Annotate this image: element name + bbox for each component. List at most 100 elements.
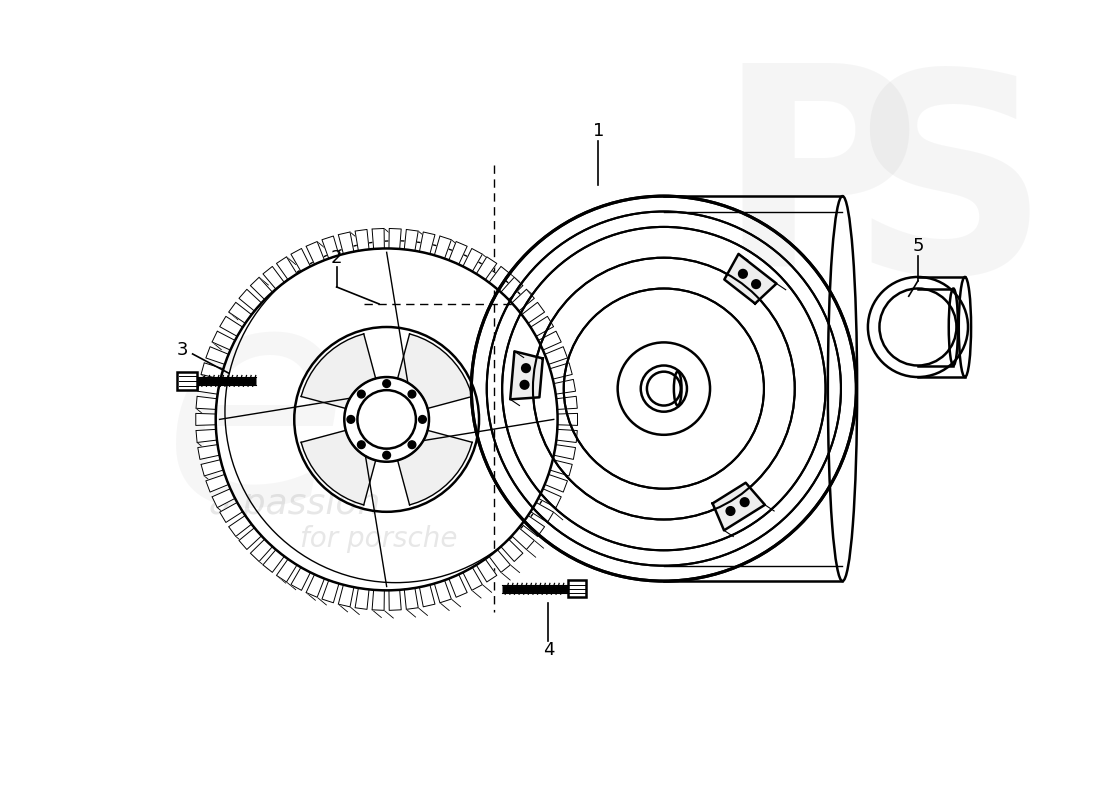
Polygon shape bbox=[512, 290, 535, 311]
Text: S: S bbox=[849, 61, 1048, 331]
Circle shape bbox=[520, 381, 529, 389]
Circle shape bbox=[739, 270, 747, 278]
Polygon shape bbox=[557, 430, 578, 442]
Polygon shape bbox=[553, 445, 575, 459]
Text: 5: 5 bbox=[912, 237, 924, 255]
Polygon shape bbox=[290, 567, 310, 590]
Polygon shape bbox=[229, 515, 252, 537]
Polygon shape bbox=[434, 580, 451, 602]
Polygon shape bbox=[263, 266, 284, 289]
Circle shape bbox=[726, 506, 735, 515]
Polygon shape bbox=[538, 489, 561, 508]
Polygon shape bbox=[389, 229, 402, 249]
Polygon shape bbox=[301, 334, 376, 409]
Text: e: e bbox=[162, 271, 350, 568]
Polygon shape bbox=[239, 528, 262, 550]
Polygon shape bbox=[544, 346, 568, 364]
Polygon shape bbox=[206, 474, 229, 492]
Polygon shape bbox=[251, 278, 273, 300]
Polygon shape bbox=[220, 502, 243, 522]
Polygon shape bbox=[550, 363, 572, 379]
Circle shape bbox=[346, 415, 354, 423]
Polygon shape bbox=[212, 489, 235, 508]
Circle shape bbox=[383, 451, 390, 459]
Polygon shape bbox=[206, 346, 229, 364]
Text: 2: 2 bbox=[331, 249, 342, 266]
Polygon shape bbox=[476, 257, 497, 280]
Polygon shape bbox=[201, 460, 223, 476]
Circle shape bbox=[503, 228, 825, 550]
Polygon shape bbox=[449, 574, 468, 598]
Polygon shape bbox=[201, 363, 223, 379]
Circle shape bbox=[358, 441, 365, 449]
Polygon shape bbox=[301, 430, 376, 505]
Polygon shape bbox=[521, 302, 544, 323]
Text: a passion: a passion bbox=[209, 487, 380, 521]
Polygon shape bbox=[389, 590, 402, 610]
Text: 4: 4 bbox=[542, 642, 554, 659]
Text: P: P bbox=[716, 54, 920, 323]
Polygon shape bbox=[724, 254, 777, 303]
Polygon shape bbox=[530, 316, 553, 336]
Polygon shape bbox=[263, 550, 284, 572]
Polygon shape bbox=[397, 334, 472, 409]
Circle shape bbox=[752, 280, 760, 288]
Circle shape bbox=[419, 415, 427, 423]
Polygon shape bbox=[229, 302, 252, 323]
Polygon shape bbox=[713, 482, 764, 530]
Polygon shape bbox=[512, 528, 535, 550]
Polygon shape bbox=[339, 585, 354, 607]
Polygon shape bbox=[405, 230, 418, 251]
Polygon shape bbox=[196, 396, 217, 410]
Polygon shape bbox=[553, 379, 575, 394]
Polygon shape bbox=[544, 474, 568, 492]
Circle shape bbox=[740, 498, 749, 506]
Polygon shape bbox=[276, 559, 297, 582]
Circle shape bbox=[408, 441, 416, 449]
Polygon shape bbox=[276, 257, 297, 280]
Polygon shape bbox=[500, 278, 522, 300]
Circle shape bbox=[358, 390, 365, 398]
Polygon shape bbox=[419, 232, 435, 254]
Polygon shape bbox=[405, 588, 418, 610]
Polygon shape bbox=[557, 396, 578, 410]
Polygon shape bbox=[198, 379, 220, 394]
Polygon shape bbox=[220, 316, 243, 336]
Polygon shape bbox=[306, 574, 324, 598]
Polygon shape bbox=[339, 232, 354, 254]
Polygon shape bbox=[212, 331, 235, 350]
Polygon shape bbox=[355, 230, 368, 251]
Circle shape bbox=[408, 390, 416, 398]
Polygon shape bbox=[251, 539, 273, 562]
Text: for porsche: for porsche bbox=[300, 525, 458, 553]
Polygon shape bbox=[449, 242, 468, 265]
Circle shape bbox=[383, 380, 390, 387]
Polygon shape bbox=[198, 445, 220, 459]
Polygon shape bbox=[372, 229, 384, 249]
Polygon shape bbox=[419, 585, 435, 607]
Text: since 1985: since 1985 bbox=[515, 434, 644, 458]
Polygon shape bbox=[510, 351, 542, 399]
Polygon shape bbox=[355, 588, 368, 610]
Polygon shape bbox=[239, 290, 262, 311]
Polygon shape bbox=[196, 430, 217, 442]
Polygon shape bbox=[463, 249, 483, 271]
Polygon shape bbox=[196, 414, 216, 426]
Polygon shape bbox=[322, 236, 339, 258]
Polygon shape bbox=[434, 236, 451, 258]
Circle shape bbox=[647, 372, 681, 406]
Text: 1: 1 bbox=[593, 122, 604, 140]
Circle shape bbox=[521, 364, 530, 372]
Polygon shape bbox=[372, 590, 384, 610]
Polygon shape bbox=[322, 580, 339, 602]
Polygon shape bbox=[290, 249, 310, 271]
Bar bbox=[568, 580, 586, 598]
Polygon shape bbox=[397, 430, 472, 505]
Polygon shape bbox=[306, 242, 324, 265]
Polygon shape bbox=[530, 502, 553, 522]
Circle shape bbox=[565, 290, 762, 487]
Polygon shape bbox=[521, 515, 544, 537]
Polygon shape bbox=[490, 550, 510, 572]
Polygon shape bbox=[558, 414, 578, 426]
Polygon shape bbox=[538, 331, 561, 350]
